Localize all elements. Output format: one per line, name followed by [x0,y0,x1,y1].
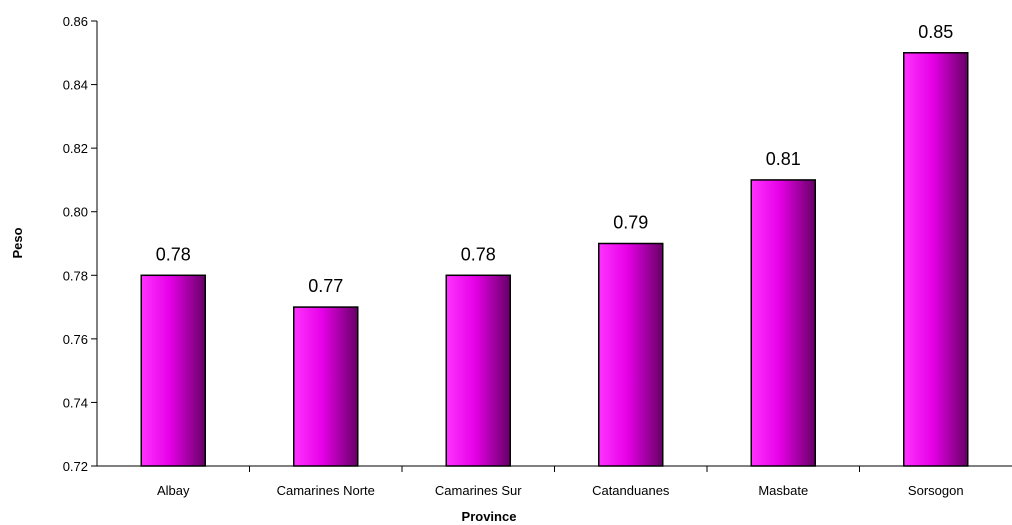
y-axis: 0.72 0.74 0.76 0.78 0.80 0.82 0.84 0.86 [63,14,97,474]
y-tick-label: 0.74 [63,395,88,410]
x-tick-label: Catanduanes [592,483,670,498]
y-tick-label: 0.86 [63,14,88,29]
x-tick-label: Sorsogon [908,483,964,498]
bar-sorsogon [904,53,968,466]
y-tick-label: 0.76 [63,332,88,347]
y-tick-label: 0.82 [63,141,88,156]
data-labels: 0.78 0.77 0.78 0.79 0.81 0.85 [156,22,954,296]
x-tick-label: Camarines Sur [435,483,522,498]
y-tick-label: 0.80 [63,205,88,220]
bar-camarines-norte [294,307,358,466]
data-label: 0.78 [156,244,191,264]
y-tick-label: 0.72 [63,459,88,474]
bars [141,53,968,466]
bar-camarines-sur [446,275,510,466]
bar-masbate [751,180,815,466]
x-axis: Albay Camarines Norte Camarines Sur Catandu… [97,466,1012,498]
data-label: 0.77 [308,276,343,296]
data-label: 0.85 [918,22,953,42]
bar-catanduanes [599,244,663,467]
x-axis-title: Province [462,509,517,524]
bar-albay [141,275,205,466]
y-axis-title: Peso [10,227,25,258]
y-tick-label: 0.78 [63,268,88,283]
y-tick-label: 0.84 [63,78,88,93]
data-label: 0.81 [766,149,801,169]
x-tick-label: Camarines Norte [277,483,375,498]
data-label: 0.78 [461,244,496,264]
data-label: 0.79 [613,213,648,233]
x-tick-label: Albay [157,483,190,498]
x-tick-label: Masbate [758,483,808,498]
